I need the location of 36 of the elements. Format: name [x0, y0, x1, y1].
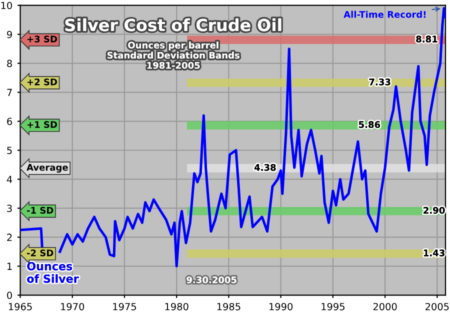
y-tick-label: 6 [7, 118, 12, 126]
text: +2 SD [27, 78, 58, 86]
annotation: 7.33 [369, 78, 390, 86]
y-tick-label: 10 [1, 2, 12, 10]
text: +3 SD [27, 36, 58, 42]
text: -1 SD [26, 206, 54, 214]
text: +1 SD [27, 121, 58, 128]
text: Silver Cost of Crude Oil [65, 18, 282, 32]
x-tick-label: 2000 [373, 302, 397, 310]
x-tick-label: 1985 [217, 302, 240, 310]
annotation: 1.43 [424, 250, 444, 256]
y-tick-label: 8 [7, 60, 12, 68]
annotation: All-Time Record! [344, 10, 426, 18]
annotation: 5.86 [358, 121, 380, 128]
text: -2 SD [26, 250, 54, 256]
annotation: 2.90 [424, 206, 445, 214]
annotation: 8.81 [416, 36, 438, 42]
x-tick-label: 2005 [426, 302, 449, 310]
x-tick-label: 1975 [113, 302, 136, 310]
y-tick-label: 2 [7, 234, 12, 241]
text: Average [26, 164, 68, 173]
y-tick-label: 9 [7, 30, 12, 38]
x-tick-label: 1990 [270, 302, 293, 310]
y-tick-label: 1 [7, 262, 12, 270]
y-tick-label: 3 [7, 204, 12, 212]
x-tick-label: 1980 [165, 302, 188, 310]
x-tick-label: 1965 [8, 302, 32, 310]
y-tick-label: 4 [6, 176, 12, 183]
y-tick-label: 7 [7, 88, 12, 96]
annotation: 4.38 [254, 164, 276, 171]
annotation: Ounces of Silver [27, 262, 79, 283]
annotation: 9.30.2005 [186, 276, 236, 284]
x-tick-label: 1970 [61, 302, 84, 310]
x-tick-label: 1995 [322, 302, 344, 310]
y-tick-label: 5 [7, 146, 12, 154]
y-tick-label: 0 [7, 292, 12, 299]
